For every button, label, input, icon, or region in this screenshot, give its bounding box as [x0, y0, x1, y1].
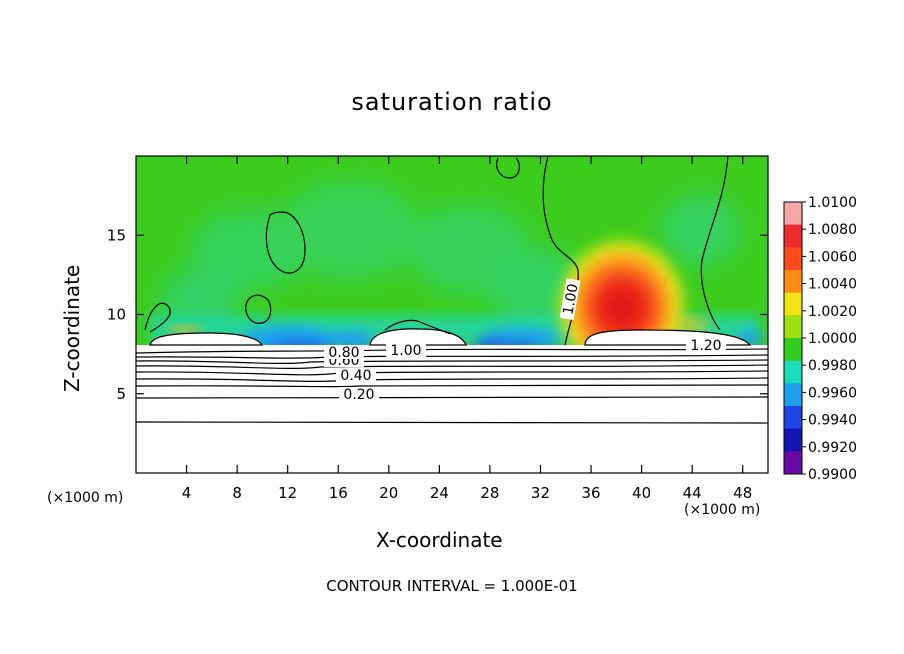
- x-tick-label: 36: [581, 484, 600, 502]
- colorbar-swatch: [784, 383, 802, 407]
- colorbar: 1.0100 1.0080 1.0060 1.0040 1.0020 1.0000 0.99…: [783, 195, 857, 483]
- colorbar-label: 1.0060: [808, 249, 857, 265]
- contour-label: 1.00: [560, 283, 581, 316]
- x-tick-label: 4: [182, 484, 192, 502]
- x-tick-label: 40: [632, 484, 651, 502]
- colorbar-swatch: [784, 247, 802, 271]
- heatmap-field: [136, 156, 768, 473]
- colorbar-label: 0.9920: [808, 440, 857, 456]
- colorbar-label: 1.0000: [808, 331, 857, 347]
- contour-label-bg: [324, 345, 364, 359]
- colorbar-label: 0.9940: [808, 413, 857, 429]
- colorbar-label: 1.0080: [808, 222, 857, 238]
- x-tick-label: 16: [329, 484, 348, 502]
- contour-label: 1.20: [690, 338, 721, 354]
- colorbar-swatch: [784, 338, 802, 362]
- y-axis-label: Z-coordinate: [60, 264, 84, 392]
- contour-label: 0.20: [343, 387, 374, 403]
- x-tick-label: 32: [531, 484, 550, 502]
- y-tick-label: 10: [107, 306, 126, 324]
- contour-labels: 0.200.400.600.80 1.001.001.20: [324, 278, 726, 403]
- x-tick-label: 28: [480, 484, 499, 502]
- colorbar-swatch: [784, 406, 802, 430]
- colorbar-swatch: [784, 270, 802, 294]
- colorbar-swatch: [784, 360, 802, 384]
- colorbar-swatch: [784, 428, 802, 452]
- x-axis-label: X-coordinate: [376, 528, 503, 552]
- chart-title: saturation ratio: [351, 88, 553, 116]
- contour-label: 1.00: [390, 343, 421, 359]
- colorbar-label: 0.9980: [808, 358, 857, 374]
- x-tick-label: 44: [683, 484, 702, 502]
- x-unit-label-right: (×1000 m): [684, 502, 761, 518]
- y-axis-ticks: 5 10 15: [107, 226, 768, 403]
- colorbar-label: 1.0020: [808, 304, 857, 320]
- x-unit-label-left: (×1000 m): [47, 490, 124, 506]
- colorbar-label: 1.0040: [808, 277, 857, 293]
- colorbar-label: 0.9900: [808, 467, 857, 483]
- contour-label-bg: [386, 343, 426, 357]
- colorbar-swatch: [784, 224, 802, 248]
- colorbar-label: 1.0100: [808, 195, 857, 211]
- contour-interval-note: CONTOUR INTERVAL = 1.000E-01: [326, 577, 578, 595]
- x-tick-label: 24: [430, 484, 449, 502]
- x-axis-ticks: 4 8 12 16 20 24 28 32 36 40 44 48: [182, 156, 752, 502]
- dry-layer: [136, 345, 768, 473]
- contour-label: 0.40: [340, 368, 371, 384]
- x-tick-label: 12: [278, 484, 297, 502]
- colorbar-swatch: [784, 451, 802, 475]
- colorbar-swatch: [784, 292, 802, 316]
- x-tick-label: 48: [733, 484, 752, 502]
- x-tick-label: 20: [379, 484, 398, 502]
- contour-label-bg: [686, 338, 726, 352]
- colorbar-swatch: [784, 202, 802, 226]
- contour-label-bg: [336, 368, 376, 382]
- contour-label: 0.80: [328, 345, 359, 361]
- contour-label-bg: [559, 278, 581, 321]
- x-tick-label: 8: [232, 484, 242, 502]
- contour-label-bg: [339, 387, 379, 401]
- y-tick-label: 15: [107, 226, 126, 244]
- colorbar-label: 0.9960: [808, 385, 857, 401]
- colorbar-swatch: [784, 315, 802, 339]
- y-tick-label: 5: [116, 385, 126, 403]
